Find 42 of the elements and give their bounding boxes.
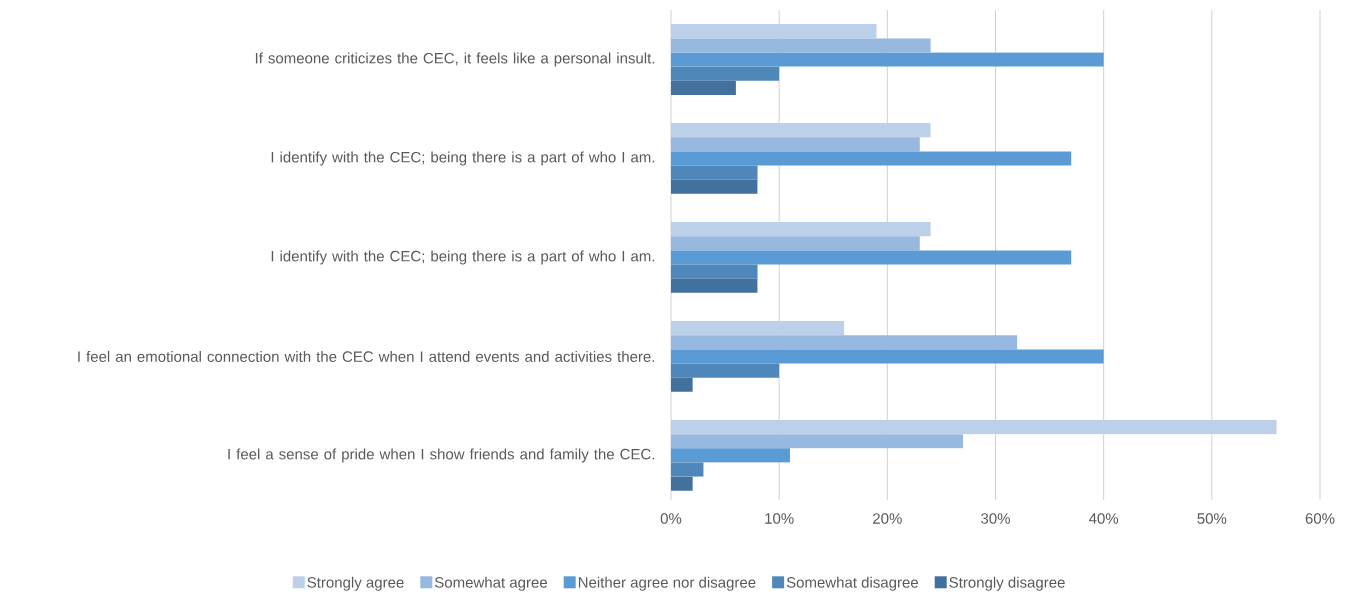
bar [671,66,780,81]
bar [671,349,1104,364]
x-tick-label: 30% [981,513,1010,524]
bar [671,264,758,279]
legend-label: Somewhat disagree [786,576,918,591]
bar [671,335,1018,350]
bar [671,137,920,152]
y-tick-label: I feel an emotional connection with the CEC when I attend events and activities there. [78,350,655,362]
bar [671,24,877,39]
y-tick-label: I identify with the CEC; being there is a part of who I am. [271,151,655,166]
bar [671,321,845,336]
bar [671,250,1072,265]
bar [671,462,704,477]
bar [671,420,1277,435]
x-tick-label: 50% [1197,513,1227,524]
bar [671,434,964,449]
legend-label: Strongly disagree [949,576,1065,591]
legend-label: Neither agree nor disagree [578,576,756,591]
x-tick-label: 40% [1089,513,1119,524]
y-tick-label: If someone criticizes the CEC, it feels like a personal insult. [255,52,655,67]
bar [671,179,758,194]
bar [671,165,758,180]
x-tick-label: 20% [873,513,902,524]
bar [671,123,931,138]
bar [671,222,931,237]
bar [671,38,931,53]
bar [671,278,758,293]
bar [671,80,736,95]
bar [671,151,1072,166]
bar [671,448,790,463]
legend-label: Somewhat agree [434,576,547,591]
x-tick-label: 60% [1305,513,1335,524]
legend-label: Strongly agree [307,576,404,591]
y-tick-label: I identify with the CEC; being there is a part of who I am. [271,250,655,265]
bar [671,236,920,251]
y-tick-label: I feel a sense of pride when I show friends and family the CEC. [228,448,655,463]
bar [671,377,693,392]
bar [671,476,693,491]
x-tick-label: 10% [765,513,794,524]
x-tick-label: 0% [660,513,682,524]
bar [671,52,1104,67]
bar [671,363,780,378]
